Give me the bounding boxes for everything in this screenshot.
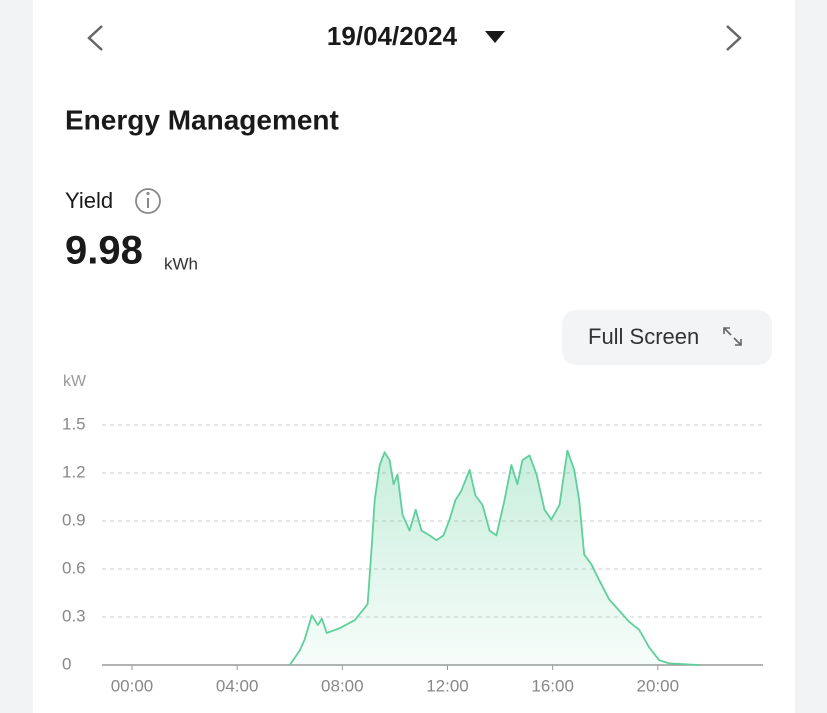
x-tick-label: 16:00 <box>531 676 574 695</box>
x-tick-label: 00:00 <box>111 676 154 695</box>
line <box>288 449 700 666</box>
y-tick-label: 1.5 <box>62 414 86 433</box>
y-axis-label: kW <box>63 373 87 390</box>
metric-value: 9.98 <box>65 229 143 273</box>
metric-label: Yield <box>65 188 113 213</box>
y-tick-label: 0 <box>62 654 71 673</box>
dropdown-icon[interactable] <box>485 31 505 43</box>
info-icon[interactable] <box>135 188 161 214</box>
y-tick-label: 1.2 <box>62 462 86 481</box>
fullscreen-button[interactable] <box>562 310 772 365</box>
card-title: Energy Management <box>65 104 339 135</box>
next-button[interactable] <box>726 25 742 51</box>
x-tick-label: 12:00 <box>426 676 469 695</box>
expand-icon[interactable] <box>723 327 742 346</box>
metric-unit: kWh <box>164 254 198 273</box>
date-picker[interactable]: 19/04/2024 <box>327 21 458 51</box>
x-tick-label: 08:00 <box>321 676 364 695</box>
y-tick-label: 0.9 <box>62 510 86 529</box>
fullscreen-label[interactable]: Full Screen <box>588 324 699 349</box>
y-tick-label: 0.6 <box>62 558 86 577</box>
x-tick-label: 20:00 <box>637 676 680 695</box>
prev-button[interactable] <box>87 25 103 51</box>
x-tick-label: 04:00 <box>216 676 259 695</box>
y-tick-label: 0.3 <box>62 606 86 625</box>
area-fill <box>289 450 700 665</box>
